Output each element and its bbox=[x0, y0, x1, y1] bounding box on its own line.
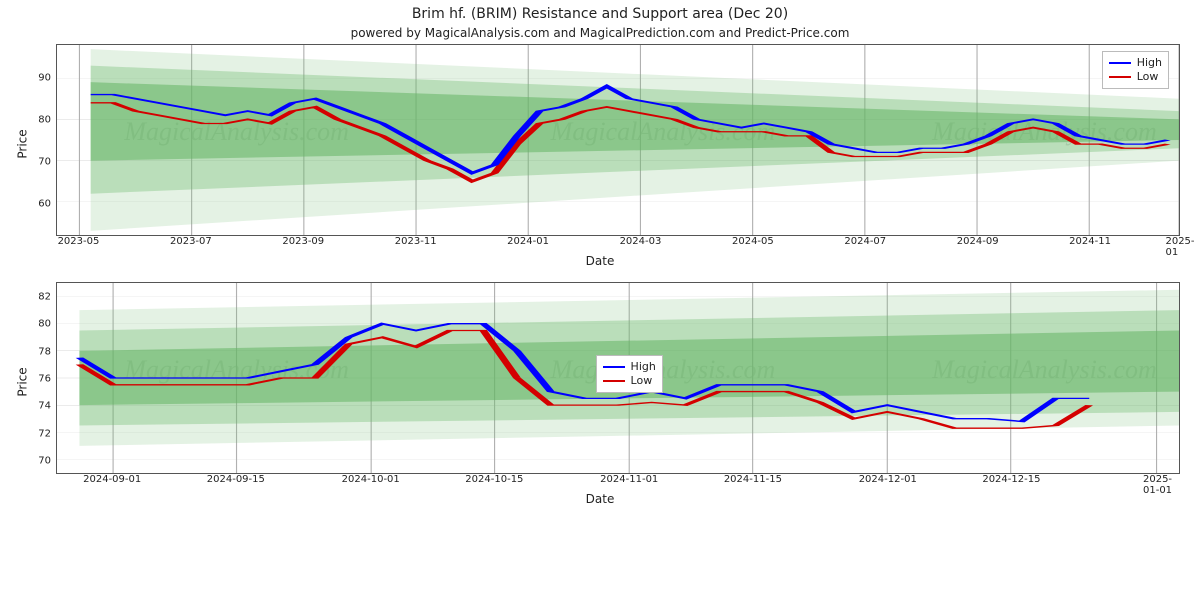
page: Brim hf. (BRIM) Resistance and Support a… bbox=[0, 0, 1200, 600]
x-tick-label: 2024-01 bbox=[507, 236, 549, 247]
legend-swatch-high bbox=[603, 366, 625, 368]
legend-swatch-low bbox=[603, 380, 625, 382]
x-tick-label: 2023-05 bbox=[58, 236, 100, 247]
legend-label-high: High bbox=[1137, 56, 1162, 70]
x-tick-label: 2025-01-01 bbox=[1143, 474, 1172, 496]
x-tick-label: 2023-11 bbox=[395, 236, 437, 247]
y-tick-label: 72 bbox=[38, 428, 57, 439]
y-tick-label: 70 bbox=[38, 156, 57, 167]
legend-item-low: Low bbox=[1109, 70, 1162, 84]
x-tick-label: 2024-11-01 bbox=[600, 474, 658, 485]
y-tick-label: 74 bbox=[38, 401, 57, 412]
x-tick-label: 2024-09-15 bbox=[207, 474, 265, 485]
x-axis-ticks: 2024-09-01 2024-09-15 2024-10-01 2024-10-15… bbox=[56, 474, 1180, 490]
legend-swatch-high bbox=[1109, 62, 1131, 64]
y-tick-label: 60 bbox=[38, 198, 57, 209]
x-tick-label: 2024-12-15 bbox=[982, 474, 1040, 485]
legend-label-high: High bbox=[631, 360, 656, 374]
x-tick-label: 2023-07 bbox=[170, 236, 212, 247]
legend: High Low bbox=[596, 355, 663, 393]
x-tick-label: 2024-12-01 bbox=[859, 474, 917, 485]
y-tick-label: 90 bbox=[38, 73, 57, 84]
y-tick-label: 70 bbox=[38, 456, 57, 467]
legend-item-low: Low bbox=[603, 374, 656, 388]
x-tick-label: 2024-05 bbox=[732, 236, 774, 247]
y-tick-label: 76 bbox=[38, 374, 57, 385]
x-axis-label: Date bbox=[0, 254, 1200, 268]
y-axis-label: Price bbox=[16, 129, 30, 158]
legend-item-high: High bbox=[1109, 56, 1162, 70]
x-tick-label: 2024-11 bbox=[1069, 236, 1111, 247]
x-tick-label: 2024-11-15 bbox=[724, 474, 782, 485]
y-tick-label: 80 bbox=[38, 115, 57, 126]
x-axis-label: Date bbox=[0, 492, 1200, 506]
x-tick-label: 2024-10-01 bbox=[342, 474, 400, 485]
x-tick-label: 2025-01 bbox=[1165, 236, 1194, 258]
x-tick-label: 2023-09 bbox=[282, 236, 324, 247]
x-tick-label: 2024-09 bbox=[957, 236, 999, 247]
x-tick-label: 2024-07 bbox=[844, 236, 886, 247]
y-tick-label: 82 bbox=[38, 291, 57, 302]
y-tick-label: 80 bbox=[38, 319, 57, 330]
chart-title: Brim hf. (BRIM) Resistance and Support a… bbox=[0, 0, 1200, 22]
legend-item-high: High bbox=[603, 360, 656, 374]
legend-swatch-low bbox=[1109, 76, 1131, 78]
chart-subtitle: powered by MagicalAnalysis.com and Magic… bbox=[0, 22, 1200, 44]
x-tick-label: 2024-03 bbox=[620, 236, 662, 247]
legend-label-low: Low bbox=[631, 374, 653, 388]
legend-label-low: Low bbox=[1137, 70, 1159, 84]
x-tick-label: 2024-10-15 bbox=[465, 474, 523, 485]
y-axis-label: Price bbox=[16, 367, 30, 396]
x-axis-ticks: 2023-05 2023-07 2023-09 2023-11 2024-01 2024-… bbox=[56, 236, 1180, 252]
legend: High Low bbox=[1102, 51, 1169, 89]
y-tick-label: 78 bbox=[38, 346, 57, 357]
top-chart: MagicalAnalysis.com MagicalAnalysis.com … bbox=[56, 44, 1180, 236]
x-tick-label: 2024-09-01 bbox=[83, 474, 141, 485]
bottom-chart: MagicalAnalysis.com MagicalAnalysis.com … bbox=[56, 282, 1180, 474]
